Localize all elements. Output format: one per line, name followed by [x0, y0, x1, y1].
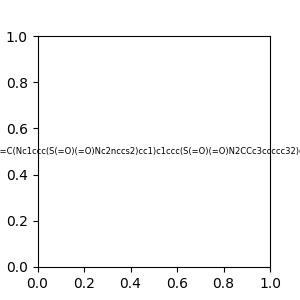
Text: O=C(Nc1ccc(S(=O)(=O)Nc2nccs2)cc1)c1ccc(S(=O)(=O)N2CCc3ccccc32)cc1: O=C(Nc1ccc(S(=O)(=O)Nc2nccs2)cc1)c1ccc(S… [0, 147, 300, 156]
